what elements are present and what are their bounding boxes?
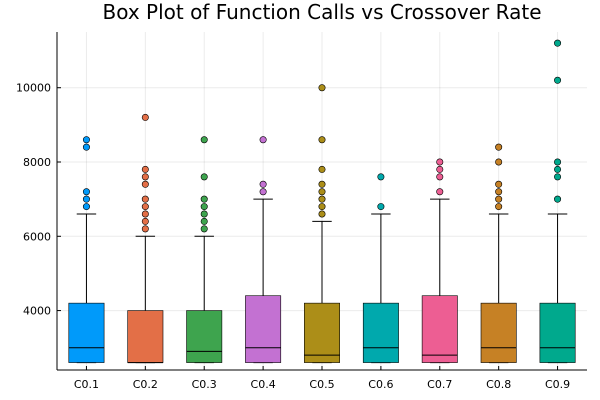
outlier-point xyxy=(554,39,562,47)
outlier-point xyxy=(377,203,385,211)
outlier-point xyxy=(495,188,503,196)
outlier-point xyxy=(141,225,149,233)
x-tick-label: C0.4 xyxy=(251,378,276,391)
outlier-point xyxy=(141,165,149,173)
x-tick-label: C0.5 xyxy=(309,378,334,391)
outlier-point xyxy=(141,203,149,211)
y-tick-label: 4000 xyxy=(23,305,51,318)
x-tick-label: C0.1 xyxy=(74,378,99,391)
outlier-point xyxy=(82,188,90,196)
outlier-point xyxy=(200,136,208,144)
outlier-point xyxy=(318,165,326,173)
box-group-C0-8 xyxy=(480,143,517,364)
x-tick-label: C0.7 xyxy=(427,378,452,391)
outlier-point xyxy=(554,195,562,203)
outlier-point xyxy=(554,165,562,173)
outlier-point xyxy=(495,158,503,166)
outlier-point xyxy=(82,136,90,144)
outlier-point xyxy=(200,217,208,225)
box-body xyxy=(362,302,399,363)
x-tick-label: C0.6 xyxy=(368,378,393,391)
outlier-point xyxy=(259,136,267,144)
outlier-point xyxy=(141,217,149,225)
outlier-point xyxy=(495,180,503,188)
box-group-C0-5 xyxy=(304,84,340,364)
box-group-C0-9 xyxy=(539,39,576,364)
box-body xyxy=(127,310,164,363)
box-group-C0-3 xyxy=(186,136,223,364)
outlier-point xyxy=(318,136,326,144)
outlier-point xyxy=(200,173,208,181)
outlier-point xyxy=(141,173,149,181)
outlier-point xyxy=(200,225,208,233)
y-tick-label: 8000 xyxy=(23,156,51,169)
box-body xyxy=(421,295,458,363)
box-body xyxy=(539,302,576,363)
x-tick-label: C0.2 xyxy=(133,378,158,391)
box-body xyxy=(68,302,105,363)
outlier-point xyxy=(318,203,326,211)
outlier-point xyxy=(141,210,149,218)
outlier-point xyxy=(495,195,503,203)
box-body xyxy=(245,295,282,363)
box-group-C0-2 xyxy=(127,113,164,364)
outlier-point xyxy=(436,158,444,166)
chart-title: Box Plot of Function Calls vs Crossover … xyxy=(102,0,541,24)
x-tick-label: C0.9 xyxy=(545,378,570,391)
outlier-point xyxy=(141,180,149,188)
boxes xyxy=(68,39,576,364)
outlier-point xyxy=(318,210,326,218)
outlier-point xyxy=(554,158,562,166)
box-group-C0-1 xyxy=(68,136,105,364)
y-tick-labels: 4000 6000 8000 10000 xyxy=(16,82,61,318)
box-body xyxy=(304,302,340,363)
outlier-point xyxy=(200,195,208,203)
outlier-point xyxy=(82,195,90,203)
outlier-point xyxy=(141,195,149,203)
outlier-point xyxy=(495,143,503,151)
x-tick-label: C0.8 xyxy=(486,378,511,391)
x-tick-labels: C0.1 C0.2 C0.3 C0.4 C0.5 C0.6 C0.7 C0.8 C0.9 xyxy=(74,366,570,391)
outlier-point xyxy=(200,210,208,218)
outlier-point xyxy=(436,173,444,181)
box-body xyxy=(480,302,517,363)
box-group-C0-4 xyxy=(245,136,282,364)
x-tick-label: C0.3 xyxy=(192,378,217,391)
outlier-point xyxy=(82,203,90,211)
outlier-point xyxy=(495,203,503,211)
outlier-point xyxy=(318,180,326,188)
box-group-C0-7 xyxy=(421,158,458,364)
outlier-point xyxy=(200,203,208,211)
y-tick-label: 10000 xyxy=(16,82,51,95)
outlier-point xyxy=(436,188,444,196)
outlier-point xyxy=(141,113,149,121)
outlier-point xyxy=(259,180,267,188)
outlier-point xyxy=(554,173,562,181)
outlier-point xyxy=(377,173,385,181)
outlier-point xyxy=(318,195,326,203)
box-body xyxy=(186,310,223,363)
box-group-C0-6 xyxy=(362,173,399,364)
outlier-point xyxy=(82,143,90,151)
y-tick-label: 6000 xyxy=(23,230,51,243)
outlier-point xyxy=(318,84,326,92)
outlier-point xyxy=(318,188,326,196)
outlier-point xyxy=(554,76,562,84)
outlier-point xyxy=(259,188,267,196)
outlier-point xyxy=(436,165,444,173)
